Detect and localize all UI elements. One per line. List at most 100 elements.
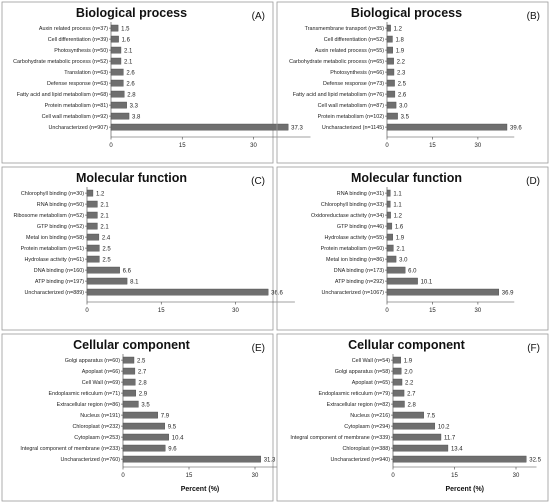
bar (392, 400, 405, 408)
data-label: 10.2 (438, 424, 450, 430)
bar (122, 411, 158, 419)
category-label: Uncharacterized (n=1145) (322, 125, 384, 131)
bar (392, 444, 449, 452)
data-label: 32.5 (529, 457, 541, 463)
x-tick-label: 15 (429, 308, 436, 314)
bar (392, 433, 442, 441)
panel-title: Molecular function (76, 171, 187, 185)
bar (110, 101, 127, 109)
data-label: 1.6 (122, 37, 131, 43)
category-label: Photosynthesis (n=66) (330, 70, 384, 76)
bar (392, 356, 401, 364)
data-label: 2.2 (405, 380, 414, 386)
panel-title: Cellular component (73, 338, 191, 352)
bar (122, 378, 136, 386)
data-label: 3.5 (401, 114, 410, 120)
category-label: Apoplast (n=66) (82, 369, 120, 375)
panel-title: Molecular function (351, 171, 462, 185)
bar (386, 101, 397, 109)
bar (110, 24, 119, 32)
x-tick-label: 0 (109, 143, 113, 149)
chart-panel-f: Cellular component (F) Cell Wall (n=54) 1.9… (276, 333, 549, 502)
data-label: 13.4 (451, 446, 463, 452)
category-label: Endoplasmic reticulum (n=79) (319, 391, 391, 397)
category-label: Hydrolase activity (n=61) (25, 257, 85, 263)
bar (110, 112, 130, 120)
x-tick-label: 30 (250, 143, 257, 149)
category-label: Cytoplasm (n=294) (344, 424, 390, 430)
category-label: GTP binding (n=46) (337, 224, 384, 230)
bar (386, 255, 397, 263)
category-label: Chloroplast (n=388) (343, 446, 391, 452)
category-label: GTP binding (n=52) (37, 224, 84, 230)
panel-frame (1, 1, 274, 164)
data-label: 6.0 (408, 268, 417, 274)
data-label: 36.9 (502, 290, 514, 296)
bar (86, 211, 98, 219)
bar (386, 266, 406, 274)
bar (110, 90, 125, 98)
x-tick-label: 30 (513, 473, 520, 479)
bar (386, 189, 391, 197)
data-label: 1.9 (404, 358, 413, 364)
panel-label: (D) (526, 176, 540, 187)
data-label: 9.5 (168, 424, 177, 430)
category-label: Auxin related process (n=55) (315, 48, 384, 54)
bar (386, 57, 394, 65)
category-label: Chlorophyll binding (n=30) (21, 191, 84, 197)
data-label: 2.2 (397, 59, 406, 65)
category-label: Protein metabolism (n=60) (321, 246, 385, 252)
data-label: 2.5 (102, 246, 111, 252)
panel-label: (A) (252, 11, 265, 22)
panel-frame (1, 333, 274, 502)
data-label: 6.6 (123, 268, 132, 274)
panel-label: (B) (527, 11, 540, 22)
data-label: 2.6 (398, 92, 407, 98)
category-label: Protein metabolism (n=61) (21, 246, 85, 252)
panel-frame (1, 166, 274, 331)
category-label: Fatty acid and lipid metabolism (n=76) (293, 92, 384, 98)
x-axis-label: Percent (%) (181, 486, 220, 493)
bar (86, 277, 128, 285)
data-label: 2.1 (100, 213, 109, 219)
category-label: ATP binding (n=197) (35, 279, 84, 285)
data-label: 2.5 (137, 358, 146, 364)
bar (386, 222, 393, 230)
data-label: 31.3 (264, 457, 276, 463)
category-label: Translation (n=63) (64, 70, 108, 76)
x-tick-label: 0 (121, 473, 125, 479)
bar (122, 367, 136, 375)
x-tick-label: 0 (385, 308, 389, 314)
bar (386, 46, 393, 54)
category-label: Uncharacterized (n=889) (25, 290, 85, 296)
data-label: 3.5 (141, 402, 150, 408)
category-label: Cytoplasm (n=253) (74, 435, 120, 441)
bar (110, 68, 124, 76)
bar (122, 389, 136, 397)
category-label: Protein metabolism (n=102) (318, 114, 385, 120)
bar (110, 35, 119, 43)
data-label: 2.1 (100, 224, 109, 230)
bar (110, 123, 289, 131)
data-label: 2.1 (396, 246, 405, 252)
panel-title: Biological process (351, 6, 462, 20)
category-label: Hydrolase activity (n=55) (325, 235, 385, 241)
data-label: 9.6 (168, 446, 177, 452)
category-label: Transmembrane transport (n=35) (305, 26, 385, 32)
category-label: Extracellular region (n=82) (327, 402, 391, 408)
panel-frame (276, 333, 549, 502)
panel-frame (276, 1, 549, 164)
category-label: DNA binding (n=173) (334, 268, 384, 274)
bar (122, 400, 139, 408)
panel-label: (F) (527, 343, 540, 354)
bar (386, 211, 391, 219)
data-label: 3.0 (399, 103, 408, 109)
data-label: 2.8 (127, 92, 136, 98)
data-label: 2.5 (398, 81, 407, 87)
category-label: Endoplasmic reticulum (n=71) (49, 391, 121, 397)
data-label: 1.2 (96, 191, 105, 197)
data-label: 1.5 (121, 26, 130, 32)
bar (110, 46, 122, 54)
